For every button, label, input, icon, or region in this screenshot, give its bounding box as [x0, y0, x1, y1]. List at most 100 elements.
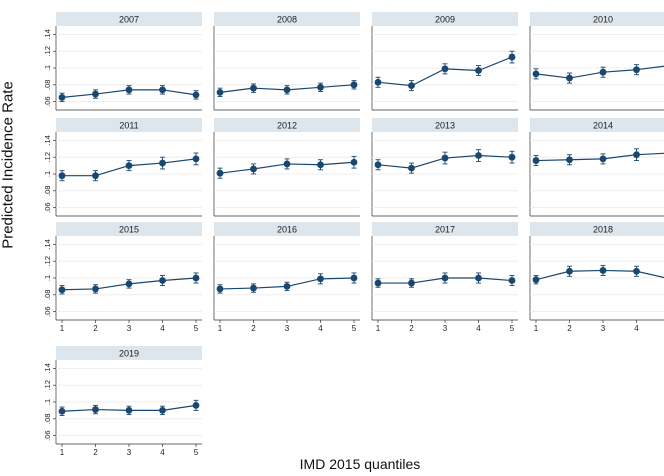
data-point — [159, 277, 166, 284]
x-tick-label: 3 — [443, 324, 448, 333]
x-tick-label: 5 — [352, 324, 357, 333]
data-point — [192, 155, 200, 163]
panel-title: 2008 — [277, 15, 297, 25]
data-point — [633, 267, 640, 275]
data-point — [250, 165, 257, 173]
panel-title-strip — [56, 118, 202, 132]
data-point — [508, 53, 516, 61]
data-point — [92, 285, 99, 293]
data-point — [475, 274, 482, 282]
panel-title: 2016 — [277, 225, 297, 235]
y-tick-label: .1 — [43, 171, 52, 177]
y-tick-label: .12 — [43, 256, 52, 266]
data-point — [566, 74, 573, 82]
data-point — [508, 153, 516, 161]
x-tick-label: 4 — [476, 324, 481, 333]
y-tick-label: .1 — [43, 275, 52, 281]
data-point — [532, 276, 540, 284]
x-tick-label: 1 — [218, 324, 223, 333]
x-tick-label: 3 — [285, 324, 290, 333]
data-point — [350, 158, 358, 166]
data-point — [475, 67, 482, 74]
x-tick-label: 4 — [160, 324, 165, 333]
data-point — [92, 406, 99, 413]
data-point — [192, 91, 200, 99]
panel-title-strip — [214, 12, 360, 26]
data-point — [125, 407, 133, 414]
data-point — [441, 154, 449, 162]
data-point — [374, 279, 382, 287]
panel-title-strip — [56, 222, 202, 236]
data-point — [350, 81, 358, 89]
data-point — [58, 407, 66, 415]
panel-title: 2012 — [277, 121, 297, 131]
data-point — [250, 284, 257, 292]
data-point — [317, 161, 324, 169]
x-tick-label: 5 — [194, 324, 199, 333]
panel-title-strip — [530, 222, 664, 236]
panel-title-strip — [372, 118, 518, 132]
y-tick-label: .14 — [43, 29, 52, 39]
data-point — [532, 157, 540, 164]
panel-title: 2017 — [435, 225, 455, 235]
x-tick-label: 3 — [127, 324, 132, 333]
x-tick-label: 4 — [634, 324, 639, 333]
y-tick-label: .08 — [43, 290, 52, 300]
data-point — [374, 161, 382, 169]
data-point — [350, 274, 358, 282]
y-tick-label: .08 — [43, 186, 52, 196]
x-tick-label: 2 — [409, 324, 414, 333]
panel-title-strip — [214, 222, 360, 236]
x-tick-label: 3 — [601, 324, 606, 333]
data-point — [92, 172, 99, 180]
y-tick-label: .06 — [43, 306, 52, 316]
data-point — [283, 86, 291, 94]
data-point — [159, 86, 166, 94]
data-point — [633, 151, 640, 159]
y-tick-label: .06 — [43, 96, 52, 106]
y-tick-label: .08 — [43, 414, 52, 424]
panel-title: 2015 — [119, 225, 139, 235]
data-point — [633, 66, 640, 74]
data-point — [441, 65, 449, 73]
panel-title: 2018 — [593, 225, 613, 235]
x-tick-label: 4 — [318, 324, 323, 333]
y-tick-label: .12 — [43, 152, 52, 162]
data-point — [125, 86, 133, 94]
panel-title: 2011 — [119, 121, 138, 131]
x-tick-label: 5 — [510, 324, 515, 333]
x-tick-label: 1 — [534, 324, 539, 333]
data-point — [159, 407, 166, 414]
data-point — [441, 274, 449, 282]
x-tick-label: 2 — [567, 324, 572, 333]
x-tick-label: 1 — [376, 324, 381, 333]
panel-title-strip — [530, 12, 664, 26]
data-point — [250, 84, 257, 92]
data-point — [58, 286, 66, 294]
data-point — [317, 83, 324, 91]
panel-title: 2019 — [119, 349, 139, 359]
data-point — [58, 172, 66, 180]
data-point — [92, 90, 99, 98]
data-point — [192, 401, 200, 409]
data-point — [599, 155, 607, 163]
x-tick-label: 2 — [93, 324, 98, 333]
y-tick-label: .1 — [43, 399, 52, 405]
data-point — [408, 279, 415, 287]
y-tick-label: .06 — [43, 202, 52, 212]
data-point — [58, 94, 66, 101]
data-point — [566, 156, 573, 164]
panel-title: 2007 — [119, 15, 139, 25]
x-axis-label: IMD 2015 quantiles — [299, 456, 421, 472]
data-point — [532, 70, 540, 78]
y-tick-label: .08 — [43, 80, 52, 90]
panel-title-strip — [372, 12, 518, 26]
data-point — [159, 159, 166, 167]
x-tick-label: 2 — [93, 448, 98, 457]
x-tick-label: 2 — [251, 324, 256, 333]
y-tick-label: .14 — [43, 239, 52, 249]
data-point — [599, 68, 607, 76]
y-tick-label: .1 — [43, 65, 52, 71]
panel-title-strip — [372, 222, 518, 236]
